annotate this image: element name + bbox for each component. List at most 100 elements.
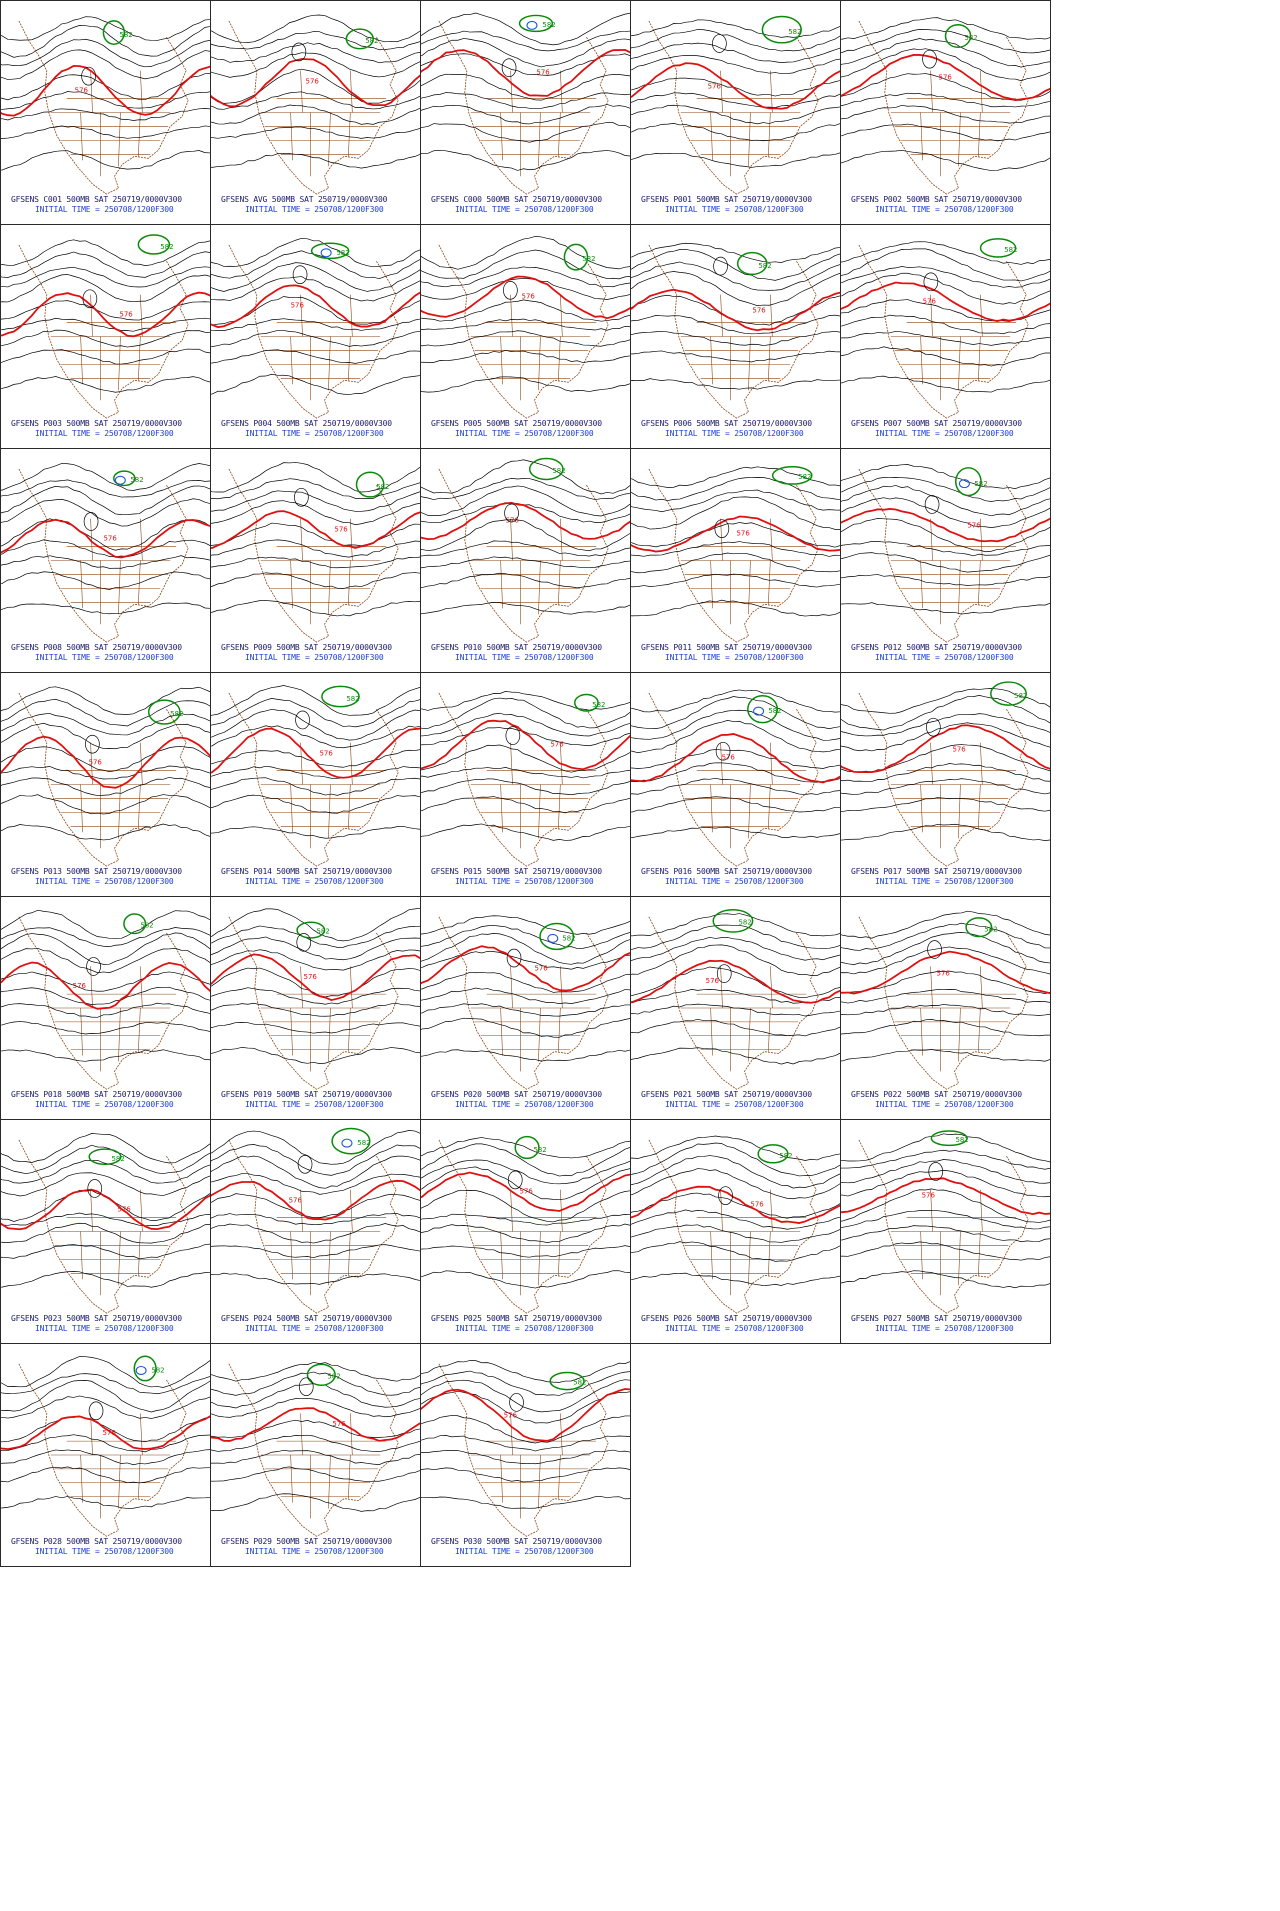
state-boundary xyxy=(958,112,961,167)
panel-title: GFSENS P005 500MB SAT 250719/0000V300 xyxy=(431,419,602,428)
height-contour xyxy=(211,1193,420,1219)
coastline-outline xyxy=(18,1363,189,1537)
coastline-outline xyxy=(648,916,819,1090)
height-contour xyxy=(211,539,420,558)
height-contour xyxy=(421,38,630,68)
height-contour xyxy=(421,1435,630,1452)
state-boundary xyxy=(710,1007,713,1056)
state-boundary xyxy=(510,1189,513,1232)
height-contour xyxy=(841,272,1050,305)
state-boundary xyxy=(138,560,141,605)
contour-576-label: 576 xyxy=(75,87,88,95)
height-contour xyxy=(841,1004,1050,1016)
height-contour xyxy=(421,1245,630,1258)
state-boundary xyxy=(538,1454,541,1509)
height-contour xyxy=(211,1002,420,1017)
coastline-outline xyxy=(228,692,399,867)
contour-582 xyxy=(514,1135,540,1160)
height-contour xyxy=(1,909,210,939)
contour-576 xyxy=(1,65,210,117)
height-contour xyxy=(211,500,420,526)
panel-initial-time: INITIAL TIME = 250708/1200F300 xyxy=(35,205,174,214)
height-contour xyxy=(1,251,210,278)
height-contour xyxy=(421,1496,630,1509)
height-contour xyxy=(841,330,1050,346)
contour-576-label: 576 xyxy=(103,1429,116,1437)
height-contour xyxy=(631,913,840,937)
height-contour xyxy=(421,485,630,517)
state-boundary xyxy=(500,1007,503,1056)
height-contour xyxy=(421,1390,630,1424)
panel-title: GFSENS C001 500MB SAT 250719/0000V300 xyxy=(11,195,182,204)
contour-582-label: 582 xyxy=(119,31,132,39)
height-contour xyxy=(421,1360,630,1383)
contour-582 xyxy=(296,921,326,939)
height-contour xyxy=(211,967,420,998)
panel-map: 576 582 xyxy=(211,237,420,419)
panel-title: GFSENS P013 500MB SAT 250719/0000V300 xyxy=(11,867,182,876)
height-contour xyxy=(211,825,420,839)
contour-582 xyxy=(549,1371,585,1391)
height-contour xyxy=(841,29,1050,54)
state-boundary xyxy=(978,560,981,605)
height-contour xyxy=(421,572,630,589)
state-boundary xyxy=(770,518,773,561)
contour-576 xyxy=(211,510,420,549)
height-contour xyxy=(421,1223,630,1244)
height-contour xyxy=(1,1021,210,1035)
height-contour xyxy=(841,946,1050,975)
height-contour xyxy=(211,522,420,547)
height-contour xyxy=(1,1144,210,1175)
contour-582-label: 582 xyxy=(964,34,977,42)
height-contour xyxy=(421,950,630,970)
coastline-outline xyxy=(858,244,1029,419)
panel-map: 576 582 xyxy=(841,17,1050,195)
height-contour xyxy=(1,1395,210,1419)
height-contour xyxy=(1,376,210,393)
panel-map: 576 582 xyxy=(1,1133,210,1314)
state-boundary xyxy=(138,112,141,157)
contour-576-label: 576 xyxy=(506,517,519,525)
state-boundary xyxy=(348,784,351,829)
state-boundary xyxy=(710,560,713,609)
state-boundary xyxy=(710,784,713,833)
state-boundary xyxy=(328,1231,331,1286)
coastline-outline xyxy=(18,1139,189,1314)
height-contour xyxy=(211,1434,420,1452)
ensemble-member-panel: 576 582 GFSENS P018 500MB SAT 250719/0000V… xyxy=(0,896,211,1120)
closed-low-contour xyxy=(291,42,307,62)
state-boundary xyxy=(768,1007,771,1052)
height-contour xyxy=(631,489,840,513)
state-boundary xyxy=(768,560,771,605)
height-contour xyxy=(841,695,1050,731)
contour-low-center xyxy=(135,1365,147,1375)
height-contour xyxy=(631,350,840,363)
state-boundary xyxy=(538,336,541,391)
panel-initial-time: INITIAL TIME = 250708/1200F300 xyxy=(35,1100,174,1109)
state-boundary xyxy=(560,518,563,561)
height-contour xyxy=(1,1373,210,1395)
contour-576-label: 576 xyxy=(319,750,332,758)
height-contour xyxy=(631,1155,840,1189)
contour-582-label: 582 xyxy=(592,701,605,709)
panel-map: 576 582 xyxy=(841,681,1050,867)
height-contour xyxy=(211,936,420,961)
height-contour xyxy=(841,104,1050,124)
height-contour xyxy=(211,31,420,51)
height-contour xyxy=(631,261,840,291)
panel-map: 576 582 xyxy=(631,465,840,643)
height-contour xyxy=(841,266,1050,288)
contour-582-label: 582 xyxy=(346,695,359,703)
height-contour xyxy=(1,329,210,348)
state-boundary xyxy=(328,784,331,839)
panel-map: 576 582 xyxy=(631,242,840,419)
state-boundary xyxy=(90,294,93,337)
contour-576 xyxy=(841,1177,1050,1215)
state-boundary xyxy=(350,518,353,561)
panel-title: GFSENS P023 500MB SAT 250719/0000V300 xyxy=(11,1314,182,1323)
height-contour xyxy=(421,1049,630,1062)
state-boundary xyxy=(538,784,541,839)
state-boundary xyxy=(328,336,331,391)
contour-576 xyxy=(841,950,1050,995)
state-boundary xyxy=(710,1231,713,1280)
